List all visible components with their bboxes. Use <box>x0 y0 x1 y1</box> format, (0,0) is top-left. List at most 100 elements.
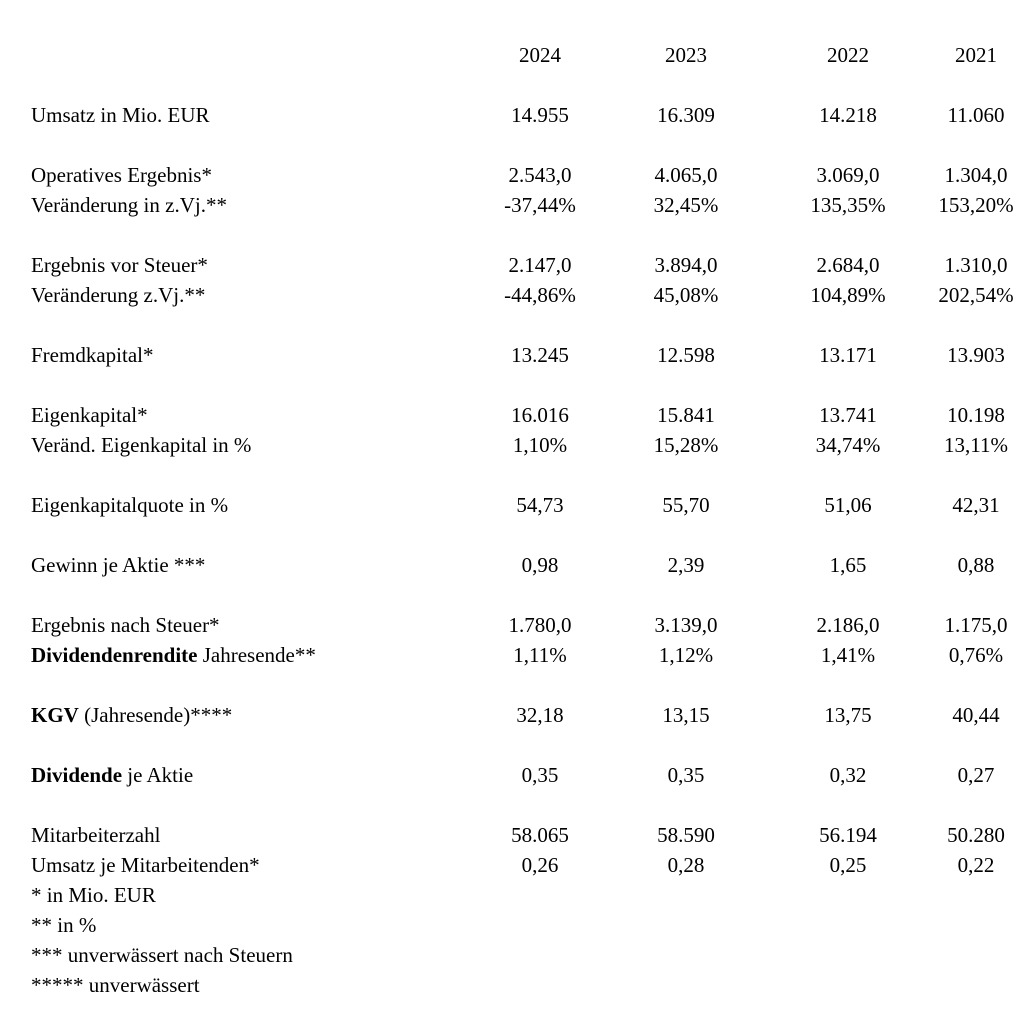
cell-value: 45,08% <box>653 283 719 307</box>
table-row-operatives-ergebnis: Operatives Ergebnis* 2.543,0 4.065,0 3.0… <box>0 160 1036 190</box>
year-column-header: 2024 <box>519 43 561 67</box>
cell-value: -44,86% <box>504 283 576 307</box>
cell-value: 15.841 <box>657 403 715 427</box>
row-label-text: Fremdkapital* <box>31 343 154 367</box>
cell-value: 13,75 <box>824 703 872 727</box>
row-spacer <box>0 730 1036 760</box>
cell-value: 1,65 <box>829 553 867 577</box>
cell-value: 0,35 <box>521 763 559 787</box>
cell-value: 13,15 <box>662 703 710 727</box>
cell-value: 12.598 <box>657 343 715 367</box>
table-header-row: 2024 2023 2022 2021 <box>0 40 1036 70</box>
cell-value: 13.903 <box>947 343 1005 367</box>
row-label-text: Umsatz je Mitarbeitenden* <box>31 853 260 877</box>
table-row-dividende: Dividende je Aktie 0,35 0,35 0,32 0,27 <box>0 760 1036 790</box>
footnote-in-percent: ** in % <box>31 913 97 937</box>
row-label: Operatives Ergebnis* <box>0 160 467 190</box>
row-label: Veränderung z.Vj.** <box>0 280 467 310</box>
row-label: Umsatz je Mitarbeitenden* <box>0 850 467 880</box>
cell-value: 15,28% <box>653 433 719 457</box>
row-label-text: Operatives Ergebnis* <box>31 163 212 187</box>
row-label-text: Veränderung z.Vj.** <box>31 283 206 307</box>
row-label: Umsatz in Mio. EUR <box>0 100 467 130</box>
row-label: Dividendenrendite Jahresende** <box>0 640 467 670</box>
cell-value: 55,70 <box>662 493 710 517</box>
cell-value: 42,31 <box>952 493 1000 517</box>
cell-value: 2.684,0 <box>816 253 880 277</box>
row-spacer <box>0 370 1036 400</box>
cell-value: 1,10% <box>512 433 568 457</box>
cell-value: 32,18 <box>516 703 564 727</box>
cell-value: 1,12% <box>658 643 714 667</box>
row-label: Fremdkapital* <box>0 340 467 370</box>
row-spacer <box>0 460 1036 490</box>
cell-value: 13.171 <box>819 343 877 367</box>
table-row-veraenderung-vor-steuer: Veränderung z.Vj.** -44,86% 45,08% 104,8… <box>0 280 1036 310</box>
row-spacer <box>0 70 1036 100</box>
table-row-mitarbeiterzahl: Mitarbeiterzahl 58.065 58.590 56.194 50.… <box>0 820 1036 850</box>
footnote-unverwaessert: ***** unverwässert <box>31 973 200 997</box>
cell-value: 0,32 <box>829 763 867 787</box>
row-label-text: Veränd. Eigenkapital in % <box>31 433 252 457</box>
table-row-veraenderung-operativ: Veränderung in z.Vj.** -37,44% 32,45% 13… <box>0 190 1036 220</box>
header-empty-cell <box>0 40 467 70</box>
row-spacer <box>0 520 1036 550</box>
row-spacer <box>0 790 1036 820</box>
row-label: Veränderung in z.Vj.** <box>0 190 467 220</box>
cell-value: 0,25 <box>829 853 867 877</box>
cell-value: 3.139,0 <box>654 613 718 637</box>
cell-value: 0,28 <box>667 853 705 877</box>
cell-value: 2.186,0 <box>816 613 880 637</box>
row-label-text: Veränderung in z.Vj.** <box>31 193 227 217</box>
cell-value: 202,54% <box>938 283 1014 307</box>
row-label: Dividende je Aktie <box>0 760 467 790</box>
table-row-veraend-eigenkapital: Veränd. Eigenkapital in % 1,10% 15,28% 3… <box>0 430 1036 460</box>
cell-value: 14.955 <box>511 103 569 127</box>
row-label: Eigenkapitalquote in % <box>0 490 467 520</box>
row-label: Eigenkapital* <box>0 400 467 430</box>
cell-value: 13.741 <box>819 403 877 427</box>
cell-value: 3.069,0 <box>816 163 880 187</box>
cell-value: 13,11% <box>944 433 1008 457</box>
cell-value: 40,44 <box>952 703 1000 727</box>
cell-value: 16.016 <box>511 403 569 427</box>
row-spacer <box>0 580 1036 610</box>
row-spacer <box>0 670 1036 700</box>
footnote-unverwaessert-nach-steuern: *** unverwässert nach Steuern <box>31 943 293 967</box>
cell-value: 2.543,0 <box>508 163 572 187</box>
row-label-text: Jahresende** <box>197 643 316 667</box>
cell-value: 51,06 <box>824 493 872 517</box>
table-row-eigenkapital: Eigenkapital* 16.016 15.841 13.741 10.19… <box>0 400 1036 430</box>
row-label-text: Eigenkapital* <box>31 403 148 427</box>
row-label: KGV (Jahresende)**** <box>0 700 467 730</box>
table-row-gewinn-je-aktie: Gewinn je Aktie *** 0,98 2,39 1,65 0,88 <box>0 550 1036 580</box>
year-column-header: 2021 <box>955 43 997 67</box>
cell-value: 0,76% <box>948 643 1004 667</box>
row-label-text: (Jahresende)**** <box>78 703 233 727</box>
year-column-header: 2023 <box>665 43 707 67</box>
row-label-bold: KGV <box>31 703 79 727</box>
row-label: Gewinn je Aktie *** <box>0 550 467 580</box>
cell-value: 2,39 <box>667 553 705 577</box>
cell-value: 1.175,0 <box>944 613 1008 637</box>
row-label: Mitarbeiterzahl <box>0 820 467 850</box>
cell-value: 16.309 <box>657 103 715 127</box>
row-spacer <box>0 220 1036 250</box>
cell-value: 0,27 <box>957 763 995 787</box>
table-row-ergebnis-vor-steuer: Ergebnis vor Steuer* 2.147,0 3.894,0 2.6… <box>0 250 1036 280</box>
row-label-text: je Aktie <box>122 763 194 787</box>
row-label-text: Eigenkapitalquote in % <box>31 493 229 517</box>
table-row-ergebnis-nach-steuer: Ergebnis nach Steuer* 1.780,0 3.139,0 2.… <box>0 610 1036 640</box>
cell-value: 1.780,0 <box>508 613 572 637</box>
table-row-fremdkapital: Fremdkapital* 13.245 12.598 13.171 13.90… <box>0 340 1036 370</box>
cell-value: 50.280 <box>947 823 1005 847</box>
cell-value: 3.894,0 <box>654 253 718 277</box>
row-label-bold: Dividendenrendite <box>31 643 198 667</box>
row-label-text: Umsatz in Mio. EUR <box>31 103 210 127</box>
cell-value: 1.310,0 <box>944 253 1008 277</box>
row-spacer <box>0 310 1036 340</box>
cell-value: 0,88 <box>957 553 995 577</box>
cell-value: 58.065 <box>511 823 569 847</box>
row-label: Ergebnis nach Steuer* <box>0 610 467 640</box>
